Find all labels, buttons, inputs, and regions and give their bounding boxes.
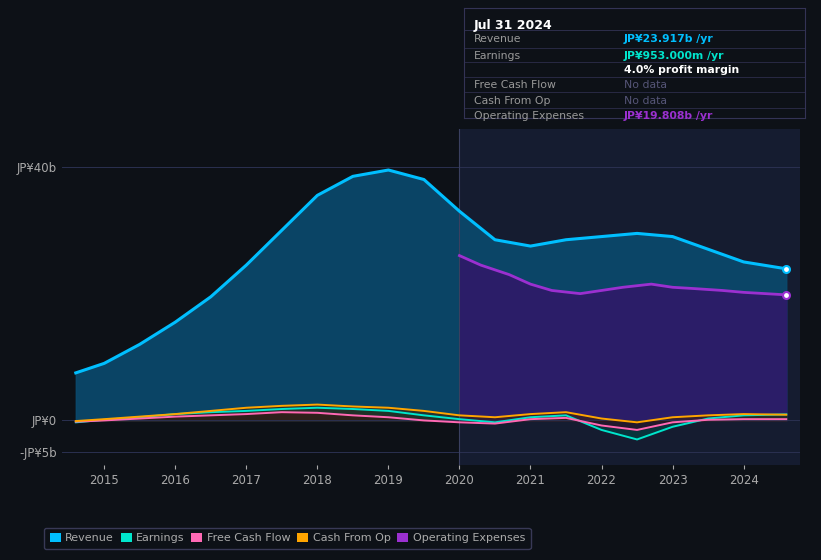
Text: Jul 31 2024: Jul 31 2024 [474, 19, 553, 32]
Text: Cash From Op: Cash From Op [474, 96, 551, 106]
Text: JP¥19.808b /yr: JP¥19.808b /yr [624, 111, 713, 121]
Text: JP¥23.917b /yr: JP¥23.917b /yr [624, 34, 713, 44]
Text: JP¥953.000m /yr: JP¥953.000m /yr [624, 51, 724, 61]
Legend: Revenue, Earnings, Free Cash Flow, Cash From Op, Operating Expenses: Revenue, Earnings, Free Cash Flow, Cash … [44, 528, 530, 549]
Text: No data: No data [624, 96, 667, 106]
Text: Operating Expenses: Operating Expenses [474, 111, 584, 121]
Text: No data: No data [624, 81, 667, 91]
Text: Earnings: Earnings [474, 51, 521, 61]
Text: Free Cash Flow: Free Cash Flow [474, 81, 556, 91]
Text: 4.0% profit margin: 4.0% profit margin [624, 65, 739, 75]
Text: Revenue: Revenue [474, 34, 521, 44]
Bar [460, 129, 800, 465]
